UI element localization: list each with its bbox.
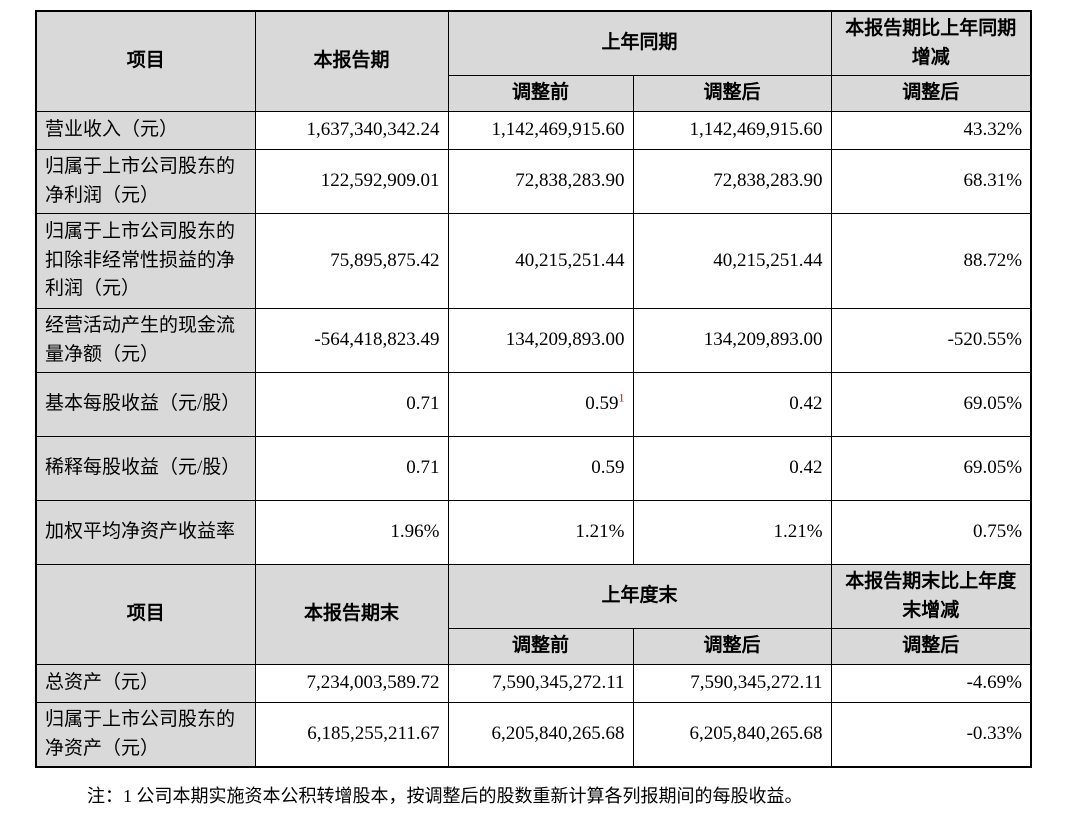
cell-before-adjustment: 7,590,345,272.11 bbox=[447, 664, 634, 703]
section1-header-current-period: 本报告期 bbox=[254, 10, 449, 112]
cell-current-period-end: 6,185,255,211.67 bbox=[254, 702, 449, 768]
cell-change-percent: 68.31% bbox=[830, 149, 1032, 214]
table-row-operating-cash-flow: 经营活动产生的现金流量净额（元） -564,418,823.49 134,209… bbox=[35, 308, 1032, 373]
cell-before-adjustment: 1,142,469,915.60 bbox=[447, 111, 634, 150]
cell-after-adjustment: 40,215,251.44 bbox=[632, 213, 832, 309]
section2-header-before-adjustment: 调整前 bbox=[447, 628, 634, 665]
row-label: 归属于上市公司股东的净利润（元） bbox=[35, 149, 256, 214]
cell-before-adjustment: 1.21% bbox=[447, 500, 634, 565]
cell-change-percent: -4.69% bbox=[830, 664, 1032, 703]
row-label: 基本每股收益（元/股） bbox=[35, 372, 256, 437]
cell-change-percent: 88.72% bbox=[830, 213, 1032, 309]
table-row-basic-eps: 基本每股收益（元/股） 0.71 0.591 0.42 69.05% bbox=[35, 372, 1032, 437]
cell-change-percent: -520.55% bbox=[830, 308, 1032, 373]
table-row-net-profit-excl-nonrecurring: 归属于上市公司股东的扣除非经常性损益的净利润（元） 75,895,875.42 … bbox=[35, 213, 1032, 309]
section2-header-row1: 项目 本报告期末 上年度末 本报告期末比上年度末增减 bbox=[35, 564, 1032, 665]
cell-change-percent: 69.05% bbox=[830, 372, 1032, 437]
cell-after-adjustment: 0.42 bbox=[632, 372, 832, 437]
row-label: 经营活动产生的现金流量净额（元） bbox=[35, 308, 256, 373]
section1-header-change-after-adjustment: 调整后 bbox=[830, 75, 1032, 112]
cell-before-adjustment: 134,209,893.00 bbox=[447, 308, 634, 373]
cell-current-period: 1.96% bbox=[254, 500, 449, 565]
financial-summary-sheet: 项目 本报告期 上年同期 本报告期比上年同期增减 调整前 调整后 调整后 营业收… bbox=[35, 10, 1033, 768]
cell-change-percent: -0.33% bbox=[830, 702, 1032, 768]
cell-after-adjustment: 0.42 bbox=[632, 436, 832, 501]
table-row-diluted-eps: 稀释每股收益（元/股） 0.71 0.59 0.42 69.05% bbox=[35, 436, 1032, 501]
section2-header-change-group: 本报告期末比上年度末增减 bbox=[830, 564, 1032, 629]
cell-current-period-end: 7,234,003,589.72 bbox=[254, 664, 449, 703]
cell-after-adjustment: 1,142,469,915.60 bbox=[632, 111, 832, 150]
cell-before-adjustment: 6,205,840,265.68 bbox=[447, 702, 634, 768]
cell-after-adjustment: 1.21% bbox=[632, 500, 832, 565]
table-row-net-profit: 归属于上市公司股东的净利润（元） 122,592,909.01 72,838,2… bbox=[35, 149, 1032, 214]
cell-current-period: 1,637,340,342.24 bbox=[254, 111, 449, 150]
section2-header-prior-yearend-group: 上年度末 bbox=[447, 564, 832, 629]
cell-change-percent: 43.32% bbox=[830, 111, 1032, 150]
section2-header-item: 项目 bbox=[35, 564, 256, 665]
cell-current-period: 0.71 bbox=[254, 372, 449, 437]
cell-change-percent: 69.05% bbox=[830, 436, 1032, 501]
table-row-net-assets: 归属于上市公司股东的净资产（元） 6,185,255,211.67 6,205,… bbox=[35, 702, 1032, 768]
section1-header-prior-period-group: 上年同期 bbox=[447, 10, 832, 76]
footnote-ref-marker: 1 bbox=[618, 390, 625, 405]
cell-before-adjustment: 40,215,251.44 bbox=[447, 213, 634, 309]
row-label: 稀释每股收益（元/股） bbox=[35, 436, 256, 501]
cell-after-adjustment: 6,205,840,265.68 bbox=[632, 702, 832, 768]
key-accounting-data-table: 项目 本报告期 上年同期 本报告期比上年同期增减 调整前 调整后 调整后 营业收… bbox=[35, 10, 1033, 768]
section1-header-row2: 调整前 调整后 调整后 bbox=[36, 75, 1032, 112]
cell-current-period: 122,592,909.01 bbox=[254, 149, 449, 214]
cell-before-adjustment: 0.591 bbox=[447, 372, 634, 437]
footnote-text: 注：1 公司本期实施资本公积转增股本，按调整后的股数重新计算各列报期间的每股收益… bbox=[87, 786, 803, 806]
section2-header-current-period-end: 本报告期末 bbox=[254, 564, 449, 665]
section1-header-row1: 项目 本报告期 上年同期 本报告期比上年同期增减 bbox=[35, 10, 1032, 112]
table-row-total-assets: 总资产（元） 7,234,003,589.72 7,590,345,272.11… bbox=[35, 664, 1032, 703]
section2-header-change-after-adjustment: 调整后 bbox=[830, 628, 1032, 665]
cell-after-adjustment: 134,209,893.00 bbox=[632, 308, 832, 373]
cell-current-period: 75,895,875.42 bbox=[254, 213, 449, 309]
row-label: 营业收入（元） bbox=[35, 111, 256, 150]
section2-header-row2: 调整前 调整后 调整后 bbox=[36, 628, 1032, 665]
row-label: 归属于上市公司股东的扣除非经常性损益的净利润（元） bbox=[35, 213, 256, 309]
section1-header-after-adjustment: 调整后 bbox=[632, 75, 832, 112]
row-label: 总资产（元） bbox=[35, 664, 256, 703]
section1-header-item: 项目 bbox=[35, 10, 256, 112]
row-label: 加权平均净资产收益率 bbox=[35, 500, 256, 565]
table-row-weighted-avg-roe: 加权平均净资产收益率 1.96% 1.21% 1.21% 0.75% bbox=[35, 500, 1032, 565]
cell-after-adjustment: 72,838,283.90 bbox=[632, 149, 832, 214]
cell-current-period: 0.71 bbox=[254, 436, 449, 501]
section1-header-before-adjustment: 调整前 bbox=[447, 75, 634, 112]
cell-current-period: -564,418,823.49 bbox=[254, 308, 449, 373]
section1-header-change-group: 本报告期比上年同期增减 bbox=[830, 10, 1032, 76]
cell-before-adjustment: 72,838,283.90 bbox=[447, 149, 634, 214]
section2-header-after-adjustment: 调整后 bbox=[632, 628, 832, 665]
cell-before-adjustment: 0.59 bbox=[447, 436, 634, 501]
row-label: 归属于上市公司股东的净资产（元） bbox=[35, 702, 256, 768]
table-row-operating-revenue: 营业收入（元） 1,637,340,342.24 1,142,469,915.6… bbox=[35, 111, 1032, 150]
eps-value: 0.59 bbox=[585, 393, 619, 415]
cell-change-percent: 0.75% bbox=[830, 500, 1032, 565]
cell-after-adjustment: 7,590,345,272.11 bbox=[632, 664, 832, 703]
